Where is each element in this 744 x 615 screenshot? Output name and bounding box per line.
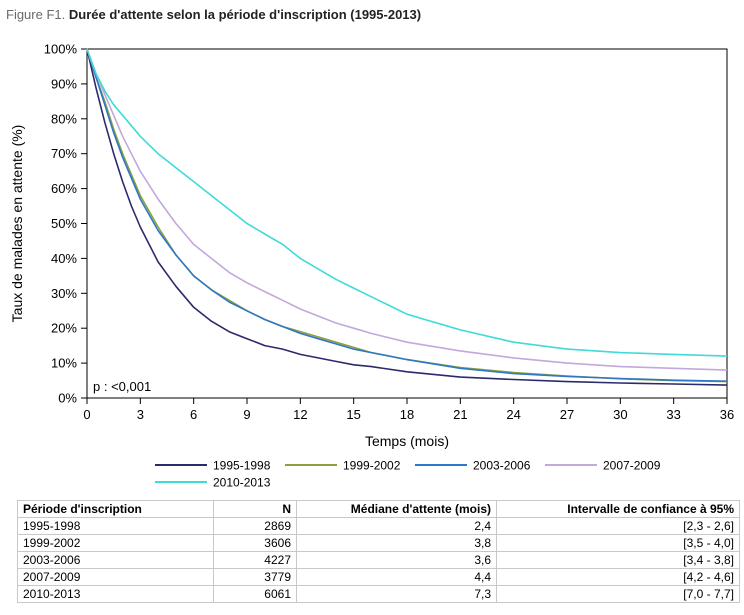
table-row: 2003-2006 4227 3,6 [3,4 - 3,8] — [17, 551, 740, 569]
y-tick-label: 80% — [51, 111, 77, 126]
y-tick-label: 0% — [58, 391, 77, 406]
cell-ic95: [4,2 - 4,6] — [496, 568, 740, 586]
cell-mediane: 4,4 — [296, 568, 497, 586]
header-n: N — [213, 500, 297, 518]
table-header-row: Période d'inscription N Médiane d'attent… — [17, 500, 740, 518]
x-tick-label: 9 — [243, 407, 250, 422]
y-tick-label: 70% — [51, 146, 77, 161]
x-tick-label: 36 — [720, 407, 734, 422]
cell-periode: 1999-2002 — [17, 534, 214, 552]
figure-label: Figure F1. — [6, 7, 66, 22]
cell-n: 4227 — [213, 551, 297, 569]
cell-periode: 2003-2006 — [17, 551, 214, 569]
cell-ic95: [3,5 - 4,0] — [496, 534, 740, 552]
x-tick-label: 33 — [666, 407, 680, 422]
cell-n: 2869 — [213, 517, 297, 535]
y-axis-label: Taux de malades en attente (%) — [9, 125, 25, 323]
x-tick-label: 24 — [506, 407, 520, 422]
cell-n: 3779 — [213, 568, 297, 586]
cell-periode: 2007-2009 — [17, 568, 214, 586]
header-periode: Période d'inscription — [17, 500, 214, 518]
table-row: 2010-2013 6061 7,3 [7,0 - 7,7] — [17, 585, 740, 603]
table-row: 1999-2002 3606 3,8 [3,5 - 4,0] — [17, 534, 740, 552]
x-tick-label: 18 — [400, 407, 414, 422]
x-tick-label: 27 — [560, 407, 574, 422]
cell-ic95: [2,3 - 2,6] — [496, 517, 740, 535]
legend-label-1999-2002: 1999-2002 — [343, 459, 401, 473]
figure-title-text: Durée d'attente selon la période d'inscr… — [68, 7, 422, 22]
x-axis-label: Temps (mois) — [365, 433, 449, 449]
x-tick-label: 21 — [453, 407, 467, 422]
legend-label-1995-1998: 1995-1998 — [213, 459, 271, 473]
x-tick-label: 15 — [346, 407, 360, 422]
legend-label-2007-2009: 2007-2009 — [603, 459, 661, 473]
cell-mediane: 2,4 — [296, 517, 497, 535]
cell-n: 6061 — [213, 585, 297, 603]
p-value-annotation: p : <0,001 — [93, 379, 151, 394]
y-tick-label: 90% — [51, 76, 77, 91]
series-line-2003-2006 — [86, 48, 728, 382]
stats-table: Période d'inscription N Médiane d'attent… — [17, 500, 740, 603]
cell-ic95: [3,4 - 3,8] — [496, 551, 740, 569]
cell-ic95: [7,0 - 7,7] — [496, 585, 740, 603]
table-row: 1995-1998 2869 2,4 [2,3 - 2,6] — [17, 517, 740, 535]
series-line-2010-2013 — [86, 48, 728, 357]
cell-periode: 2010-2013 — [17, 585, 214, 603]
cell-periode: 1995-1998 — [17, 517, 214, 535]
y-tick-label: 100% — [44, 42, 78, 57]
table-row: 2007-2009 3779 4,4 [4,2 - 4,6] — [17, 568, 740, 586]
y-tick-label: 30% — [51, 286, 77, 301]
legend-label-2010-2013: 2010-2013 — [213, 476, 271, 490]
cell-mediane: 7,3 — [296, 585, 497, 603]
y-tick-label: 60% — [51, 181, 77, 196]
plot-frame — [86, 48, 728, 399]
x-tick-label: 0 — [83, 407, 90, 422]
x-tick-label: 6 — [190, 407, 197, 422]
x-tick-label: 30 — [613, 407, 627, 422]
y-tick-label: 40% — [51, 251, 77, 266]
x-tick-label: 3 — [137, 407, 144, 422]
y-tick-label: 10% — [51, 356, 77, 371]
figure-title: Figure F1. Durée d'attente selon la péri… — [6, 7, 421, 22]
header-mediane: Médiane d'attente (mois) — [296, 500, 497, 518]
cell-mediane: 3,8 — [296, 534, 497, 552]
cell-mediane: 3,6 — [296, 551, 497, 569]
series-line-1995-1998 — [86, 48, 728, 386]
y-tick-label: 20% — [51, 321, 77, 336]
cell-n: 3606 — [213, 534, 297, 552]
legend-label-2003-2006: 2003-2006 — [473, 459, 531, 473]
survival-chart: 0%10%20%30%40%50%60%70%80%90%100%0 3 6 9 12 1… — [9, 42, 734, 490]
y-tick-label: 50% — [51, 216, 77, 231]
series-line-2007-2009 — [86, 48, 728, 371]
header-ic95: Intervalle de confiance à 95% — [496, 500, 740, 518]
series-line-1999-2002 — [86, 48, 728, 383]
x-tick-label: 12 — [293, 407, 307, 422]
